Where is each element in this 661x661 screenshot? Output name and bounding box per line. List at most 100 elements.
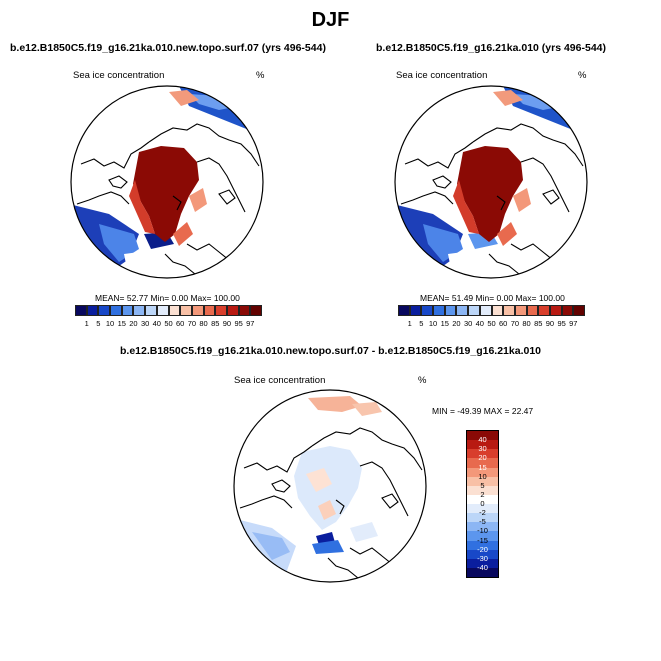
colorbar-label: 5 — [419, 319, 424, 328]
colorbar-swatch — [467, 567, 498, 577]
colorbar-swatch — [156, 305, 169, 316]
colorbar-swatch — [467, 540, 498, 550]
colorbar-swatch — [467, 513, 498, 523]
colorbar-swatch — [526, 305, 539, 316]
colorbar-label: -15 — [477, 535, 488, 545]
colorbar-label: 15 — [440, 319, 449, 328]
page-title: DJF — [311, 9, 350, 31]
panel-1-units: % — [256, 70, 265, 81]
colorbar-label: 97 — [246, 319, 255, 328]
colorbar-swatch — [467, 476, 498, 486]
colorbar-swatch — [467, 558, 498, 568]
colorbar-label: 70 — [510, 319, 520, 328]
colorbar-swatch — [467, 431, 498, 441]
panel-1-colorbar-labels: 1 5 10 15 20 30 40 50 60 70 80 85 90 95 97 — [75, 319, 262, 329]
colorbar-swatch — [514, 305, 527, 316]
colorbar-swatch — [75, 305, 87, 316]
diff-colorbar-bar — [466, 430, 499, 578]
colorbar-label: 70 — [187, 319, 197, 328]
colorbar-swatch — [168, 305, 181, 316]
colorbar-swatch — [121, 305, 134, 316]
colorbar-label: -2 — [479, 508, 486, 518]
colorbar-swatch — [110, 305, 122, 316]
colorbar-label: 40 — [478, 435, 487, 445]
colorbar-label: -5 — [479, 517, 486, 527]
colorbar-label: 90 — [222, 319, 232, 328]
colorbar-label: 15 — [478, 462, 487, 472]
colorbar-label: 1 — [407, 319, 412, 328]
colorbar-label: 30 — [140, 319, 150, 328]
colorbar-swatch — [409, 305, 422, 316]
colorbar-swatch — [226, 305, 239, 316]
colorbar-swatch — [491, 305, 504, 316]
colorbar-swatch — [444, 305, 457, 316]
colorbar-swatch — [467, 440, 498, 450]
colorbar-swatch — [98, 305, 111, 316]
colorbar-swatch — [250, 305, 262, 316]
colorbar-swatch — [467, 531, 498, 541]
colorbar-swatch — [86, 305, 99, 316]
colorbar-label: 5 — [96, 319, 101, 328]
diff-panel-units: % — [418, 375, 427, 386]
colorbar-label: -40 — [477, 562, 488, 572]
colorbar-swatch — [549, 305, 562, 316]
panel-2-colorbar — [398, 305, 585, 316]
colorbar-swatch — [467, 504, 498, 514]
colorbar-label: 50 — [164, 319, 173, 328]
panel-2-stats: MEAN= 51.49 Min= 0.00 Max= 100.00 — [420, 293, 565, 303]
colorbar-swatch — [479, 305, 492, 316]
diff-panel-stats: MIN = -49.39 MAX = 22.47 — [432, 406, 534, 416]
colorbar-swatch — [215, 305, 227, 316]
diff-panel-title: b.e12.B1850C5.f19_g16.21ka.010.new.topo.… — [119, 345, 542, 357]
colorbar-label: 15 — [117, 319, 126, 328]
colorbar-label: 40 — [475, 319, 484, 328]
colorbar-label: -10 — [477, 526, 488, 536]
colorbar-swatch — [503, 305, 515, 316]
colorbar-label: 60 — [176, 319, 185, 328]
colorbar-label: 30 — [478, 444, 487, 454]
colorbar-swatch — [467, 494, 498, 504]
colorbar-label: 20 — [452, 319, 461, 328]
colorbar-swatch — [133, 305, 146, 316]
colorbar-swatch — [238, 305, 251, 316]
colorbar-swatch — [467, 485, 498, 495]
panel-2-title: b.e12.B1850C5.f19_g16.21ka.010 (yrs 496-… — [376, 42, 606, 54]
colorbar-swatch — [433, 305, 445, 316]
colorbar-label: 50 — [487, 319, 496, 328]
panel-1-map — [70, 85, 264, 279]
colorbar-label: 97 — [569, 319, 578, 328]
panel-2-colorbar-labels: 1 5 10 15 20 30 40 50 60 70 80 85 90 95 97 — [398, 319, 585, 329]
colorbar-swatch — [145, 305, 157, 316]
panel-1-title: b.e12.B1850C5.f19_g16.21ka.010.new.topo.… — [10, 42, 326, 54]
colorbar-label: 20 — [478, 453, 487, 463]
colorbar-label: 95 — [557, 319, 566, 328]
colorbar-swatch — [468, 305, 480, 316]
colorbar-label: 30 — [463, 319, 473, 328]
colorbar-label: 10 — [428, 319, 438, 328]
colorbar-swatch — [421, 305, 434, 316]
colorbar-label: -30 — [477, 553, 488, 563]
colorbar-label: 10 — [478, 471, 487, 481]
colorbar-swatch — [467, 549, 498, 559]
colorbar-swatch — [203, 305, 216, 316]
colorbar-swatch — [561, 305, 574, 316]
colorbar-swatch — [467, 467, 498, 477]
panel-2-units: % — [578, 70, 587, 81]
colorbar-label: 80 — [522, 319, 531, 328]
panel-2-variable: Sea ice concentration — [396, 70, 488, 81]
panel-2-map — [394, 85, 588, 279]
colorbar-swatch — [467, 522, 498, 532]
colorbar-swatch — [573, 305, 585, 316]
colorbar-label: 40 — [152, 319, 161, 328]
colorbar-label: 90 — [545, 319, 555, 328]
colorbar-label: 85 — [211, 319, 220, 328]
colorbar-swatch — [467, 458, 498, 468]
diff-panel-map — [233, 389, 427, 583]
colorbar-swatch — [467, 449, 498, 459]
colorbar-swatch — [191, 305, 204, 316]
panel-1-colorbar — [75, 305, 262, 316]
colorbar-label: 0 — [480, 499, 485, 508]
colorbar-swatch — [398, 305, 410, 316]
colorbar-label: 1 — [84, 319, 89, 328]
colorbar-label: 10 — [105, 319, 115, 328]
